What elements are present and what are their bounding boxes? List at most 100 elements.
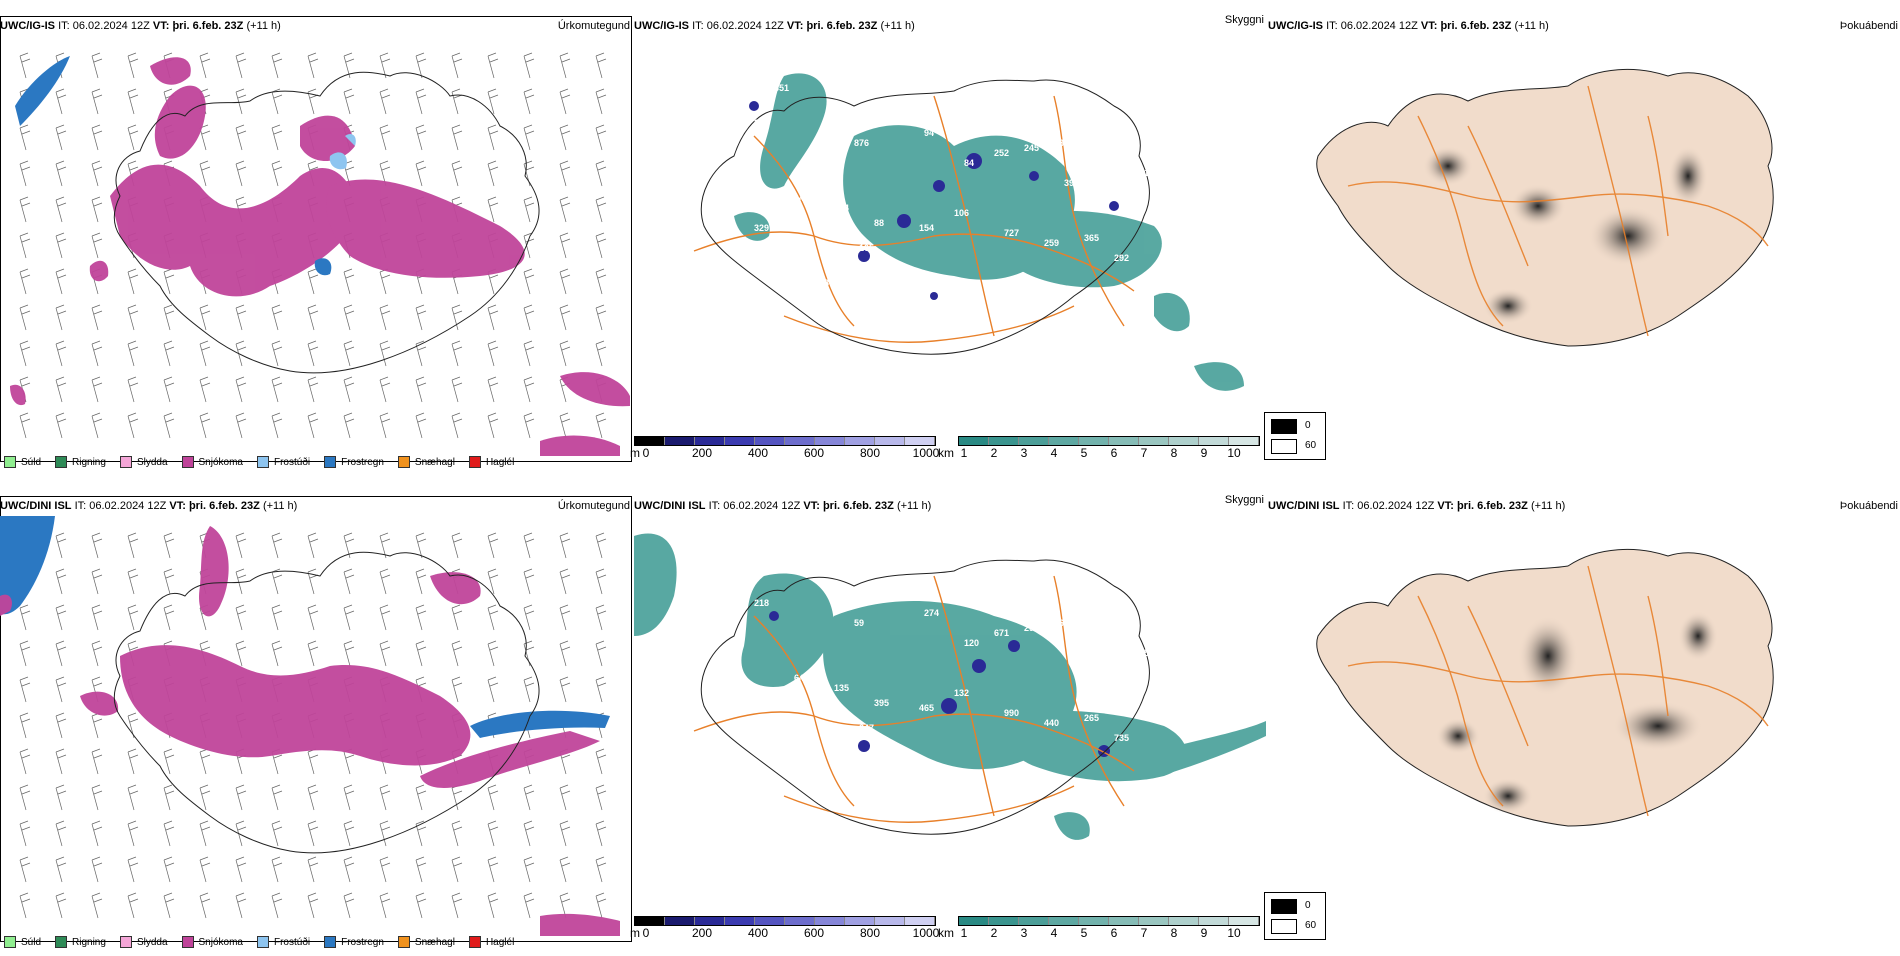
colorbar-cell bbox=[959, 437, 989, 445]
wind-barb bbox=[19, 52, 31, 79]
legend-swatch bbox=[4, 936, 16, 948]
wind-barb bbox=[595, 160, 607, 187]
wind-barb bbox=[523, 784, 535, 811]
wind-barb bbox=[451, 304, 463, 331]
colorbar-cell bbox=[1079, 917, 1109, 925]
colorbar-tick: 8 bbox=[1170, 926, 1178, 940]
wind-barb bbox=[523, 412, 535, 439]
wind-barb bbox=[487, 52, 499, 79]
model-name: UWC/DINI ISL bbox=[1268, 500, 1340, 512]
colorbar-tick: 800 bbox=[859, 926, 881, 940]
colorbar-tick: 7 bbox=[1140, 926, 1148, 940]
panel-frame bbox=[0, 496, 632, 942]
wind-barb bbox=[19, 196, 31, 223]
wind-barb bbox=[19, 304, 31, 331]
wind-barb bbox=[163, 604, 175, 631]
colorbar-tick: 3 bbox=[1020, 446, 1028, 460]
wind-barb bbox=[523, 268, 535, 295]
wind-barb bbox=[559, 532, 571, 559]
visibility-fog-areas bbox=[734, 73, 1244, 391]
wind-barb bbox=[451, 160, 463, 187]
colorbar-tick: 5 bbox=[1080, 446, 1088, 460]
colorbar-tick: 0 bbox=[642, 926, 650, 940]
wind-barb bbox=[91, 856, 103, 883]
wind-barb bbox=[55, 124, 67, 151]
wind-barb bbox=[199, 784, 211, 811]
wind-barb bbox=[307, 892, 319, 919]
legend-item: Frostúði bbox=[256, 936, 310, 948]
wind-barb bbox=[55, 532, 67, 559]
wind-barb bbox=[379, 856, 391, 883]
colorbar-cell bbox=[1199, 917, 1229, 925]
precip-type-map bbox=[10, 52, 630, 456]
legend-label: Rigning bbox=[72, 456, 106, 468]
wind-barb bbox=[91, 820, 103, 847]
wind-barb bbox=[235, 640, 247, 667]
precip-type-map bbox=[0, 516, 620, 936]
wind-barb bbox=[343, 820, 355, 847]
visibility-value-label: 252 bbox=[994, 148, 1009, 158]
panel-title: Skyggni bbox=[1224, 494, 1264, 506]
model-name: UWC/DINI ISL bbox=[0, 500, 72, 512]
wind-barb bbox=[343, 340, 355, 367]
wind-barb bbox=[55, 376, 67, 403]
wind-barb bbox=[415, 340, 427, 367]
wind-barb bbox=[91, 196, 103, 223]
wind-barb bbox=[235, 88, 247, 115]
legend-item: Snæhagl bbox=[397, 456, 455, 468]
vt-value: þri. 6.feb. 23Z bbox=[188, 500, 260, 512]
wind-barb bbox=[595, 604, 607, 631]
colorbar-tick: 2 bbox=[990, 926, 998, 940]
legend-item: Snjókoma bbox=[181, 456, 243, 468]
colorbar-swatches bbox=[634, 916, 936, 926]
vt-value: þri. 6.feb. 23Z bbox=[1440, 20, 1512, 32]
visibility-km-colorbar: 1 2 3 4 5 6 7 8 9 10 km bbox=[938, 916, 1260, 946]
wind-barb bbox=[523, 232, 535, 259]
legend-swatch bbox=[256, 456, 269, 468]
legend-swatch bbox=[55, 936, 68, 948]
road-network bbox=[1347, 565, 1769, 817]
colorbar-tick: 400 bbox=[747, 926, 769, 940]
legend-label: Slydda bbox=[136, 456, 168, 468]
freezing-rain-areas bbox=[0, 516, 610, 738]
wind-barb bbox=[415, 52, 427, 79]
legend-swatch bbox=[468, 456, 481, 468]
wind-barb bbox=[523, 856, 535, 883]
wind-barb bbox=[559, 124, 571, 151]
wind-barb bbox=[451, 640, 463, 667]
wind-barb bbox=[91, 232, 103, 259]
precip-type-panel-igis: UWC/IG-IS IT: 06.02.2024 12Z VT: þri. 6.… bbox=[0, 16, 632, 476]
colorbar-tick: 4 bbox=[1050, 926, 1058, 940]
wind-barb bbox=[379, 124, 391, 151]
legend-item: Haglél bbox=[468, 936, 514, 948]
visibility-value-label: 1025 bbox=[1224, 353, 1244, 363]
wind-barb bbox=[127, 820, 139, 847]
visibility-fog-areas bbox=[634, 533, 1266, 840]
wind-barb bbox=[91, 304, 103, 331]
wind-barb bbox=[163, 268, 175, 295]
colorbar-unit: km bbox=[938, 926, 954, 940]
wind-barb bbox=[415, 784, 427, 811]
wind-barb bbox=[595, 892, 607, 919]
colorbar-cell bbox=[695, 917, 725, 925]
visibility-panel-igis: UWC/IG-IS IT: 06.02.2024 12Z VT: þri. 6.… bbox=[634, 14, 1266, 476]
wind-barb bbox=[343, 88, 355, 115]
wind-barb bbox=[271, 568, 283, 595]
wind-barb bbox=[379, 820, 391, 847]
colorbar-ticks: 0 200 400 600 800 1000 bbox=[634, 446, 940, 460]
colorbar-cell bbox=[635, 917, 665, 925]
wind-barb bbox=[559, 160, 571, 187]
wind-barb bbox=[127, 532, 139, 559]
wind-barb bbox=[127, 412, 139, 439]
wind-barb bbox=[415, 412, 427, 439]
colorbar-cell bbox=[1169, 917, 1199, 925]
visibility-value-label: 274 bbox=[924, 608, 939, 618]
colorbar-cell bbox=[1079, 437, 1109, 445]
colorbar-tick: 600 bbox=[803, 446, 825, 460]
wind-barb bbox=[595, 676, 607, 703]
panel-header: UWC/DINI ISL IT: 06.02.2024 12Z VT: þri.… bbox=[634, 494, 1266, 516]
wind-barb bbox=[163, 784, 175, 811]
legend-swatch bbox=[181, 936, 194, 948]
wind-barb bbox=[55, 412, 67, 439]
wind-barb bbox=[199, 412, 211, 439]
